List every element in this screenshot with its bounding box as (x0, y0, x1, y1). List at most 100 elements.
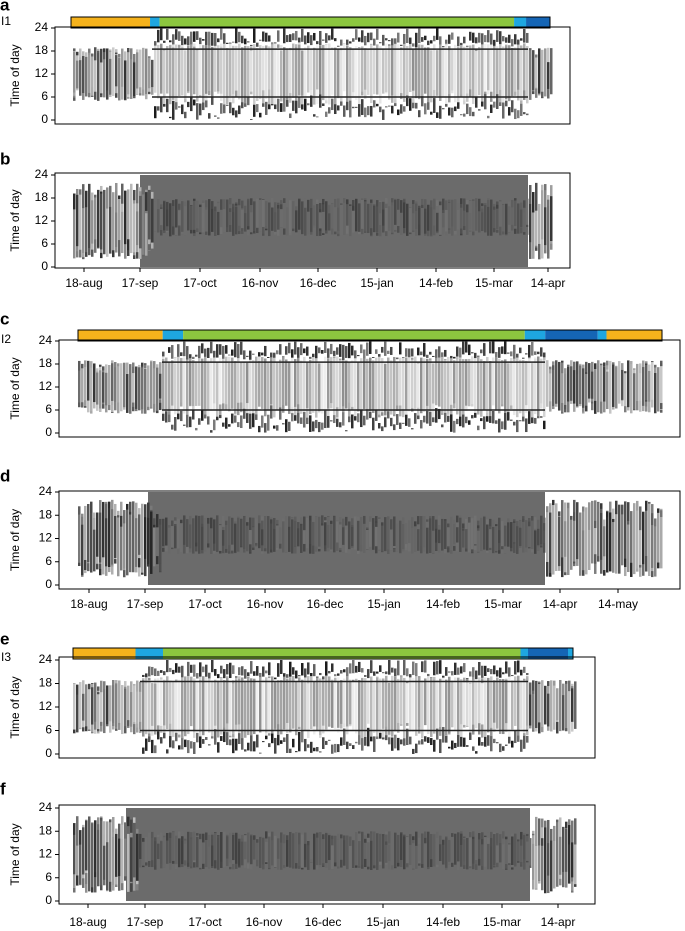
activity (379, 106, 382, 113)
activity (514, 34, 517, 45)
activity (330, 343, 333, 355)
activity (418, 740, 421, 745)
activity (259, 45, 262, 100)
activity (612, 364, 615, 407)
activity (292, 100, 295, 111)
phase-bar-segment (78, 330, 163, 341)
activity (142, 674, 145, 677)
activity (111, 509, 114, 565)
activity (517, 48, 520, 90)
activity (175, 29, 178, 40)
activity (283, 737, 286, 742)
phase-bar-segment (71, 17, 151, 28)
activity (276, 350, 279, 355)
activity (301, 724, 304, 743)
activity (453, 523, 456, 544)
activity (202, 666, 205, 673)
activity (523, 729, 526, 749)
activity (234, 342, 237, 358)
activity (426, 409, 429, 424)
activity (177, 344, 180, 357)
activity (432, 355, 435, 357)
activity (340, 39, 343, 46)
activity (316, 676, 319, 678)
activity (412, 49, 415, 91)
activity (657, 367, 660, 412)
activity (340, 204, 343, 236)
activity (268, 46, 271, 90)
activity (121, 838, 124, 884)
activity (519, 347, 522, 354)
activity (277, 838, 280, 859)
activity (538, 683, 541, 723)
activity (328, 676, 331, 725)
activity (232, 45, 235, 95)
activity (250, 44, 253, 46)
activity (81, 368, 84, 403)
activity (651, 362, 654, 400)
activity (250, 212, 253, 233)
activity (283, 47, 286, 99)
activity (337, 839, 340, 867)
activity (205, 44, 208, 94)
activity (310, 672, 313, 677)
activity (448, 50, 451, 95)
activity (133, 685, 136, 723)
activity (247, 677, 250, 736)
activity (390, 529, 393, 551)
activity (306, 362, 309, 409)
activity (429, 530, 432, 554)
activity (177, 518, 180, 549)
activity (144, 369, 147, 414)
activity (115, 212, 118, 248)
activity (457, 733, 460, 747)
activity (499, 678, 502, 734)
activity (193, 742, 196, 754)
activity (175, 729, 178, 742)
activity (331, 845, 334, 870)
activity (235, 28, 238, 44)
activity (451, 836, 454, 863)
activity (148, 680, 151, 734)
activity (324, 409, 327, 429)
activity (321, 362, 324, 414)
activity (456, 527, 459, 543)
activity (418, 110, 421, 118)
activity (205, 677, 208, 729)
activity (454, 44, 457, 103)
activity (255, 518, 258, 543)
activity (376, 677, 379, 731)
activity (558, 361, 561, 411)
activity (145, 213, 148, 256)
activity (223, 33, 226, 45)
activity (312, 521, 315, 546)
activity (85, 820, 88, 871)
activity (502, 679, 505, 735)
activity (504, 341, 507, 355)
actogram (73, 28, 553, 121)
activity (520, 101, 523, 116)
activity (454, 106, 457, 112)
activity (339, 344, 342, 357)
activity (184, 739, 187, 748)
activity (468, 522, 471, 553)
activity (349, 205, 352, 237)
activity (241, 50, 244, 97)
activity (369, 523, 372, 545)
activity (343, 840, 346, 866)
activity (489, 362, 492, 417)
activity (196, 31, 199, 40)
activity (597, 502, 600, 557)
phase-bar-outline (72, 647, 574, 660)
activity (379, 665, 382, 672)
activity (280, 209, 283, 228)
activity (484, 91, 487, 110)
activity (561, 500, 564, 558)
activity (424, 843, 427, 870)
activity (540, 416, 543, 418)
activity (429, 351, 432, 355)
activity (339, 524, 342, 548)
activity (136, 691, 139, 724)
activity (517, 675, 520, 732)
activity (490, 33, 493, 45)
